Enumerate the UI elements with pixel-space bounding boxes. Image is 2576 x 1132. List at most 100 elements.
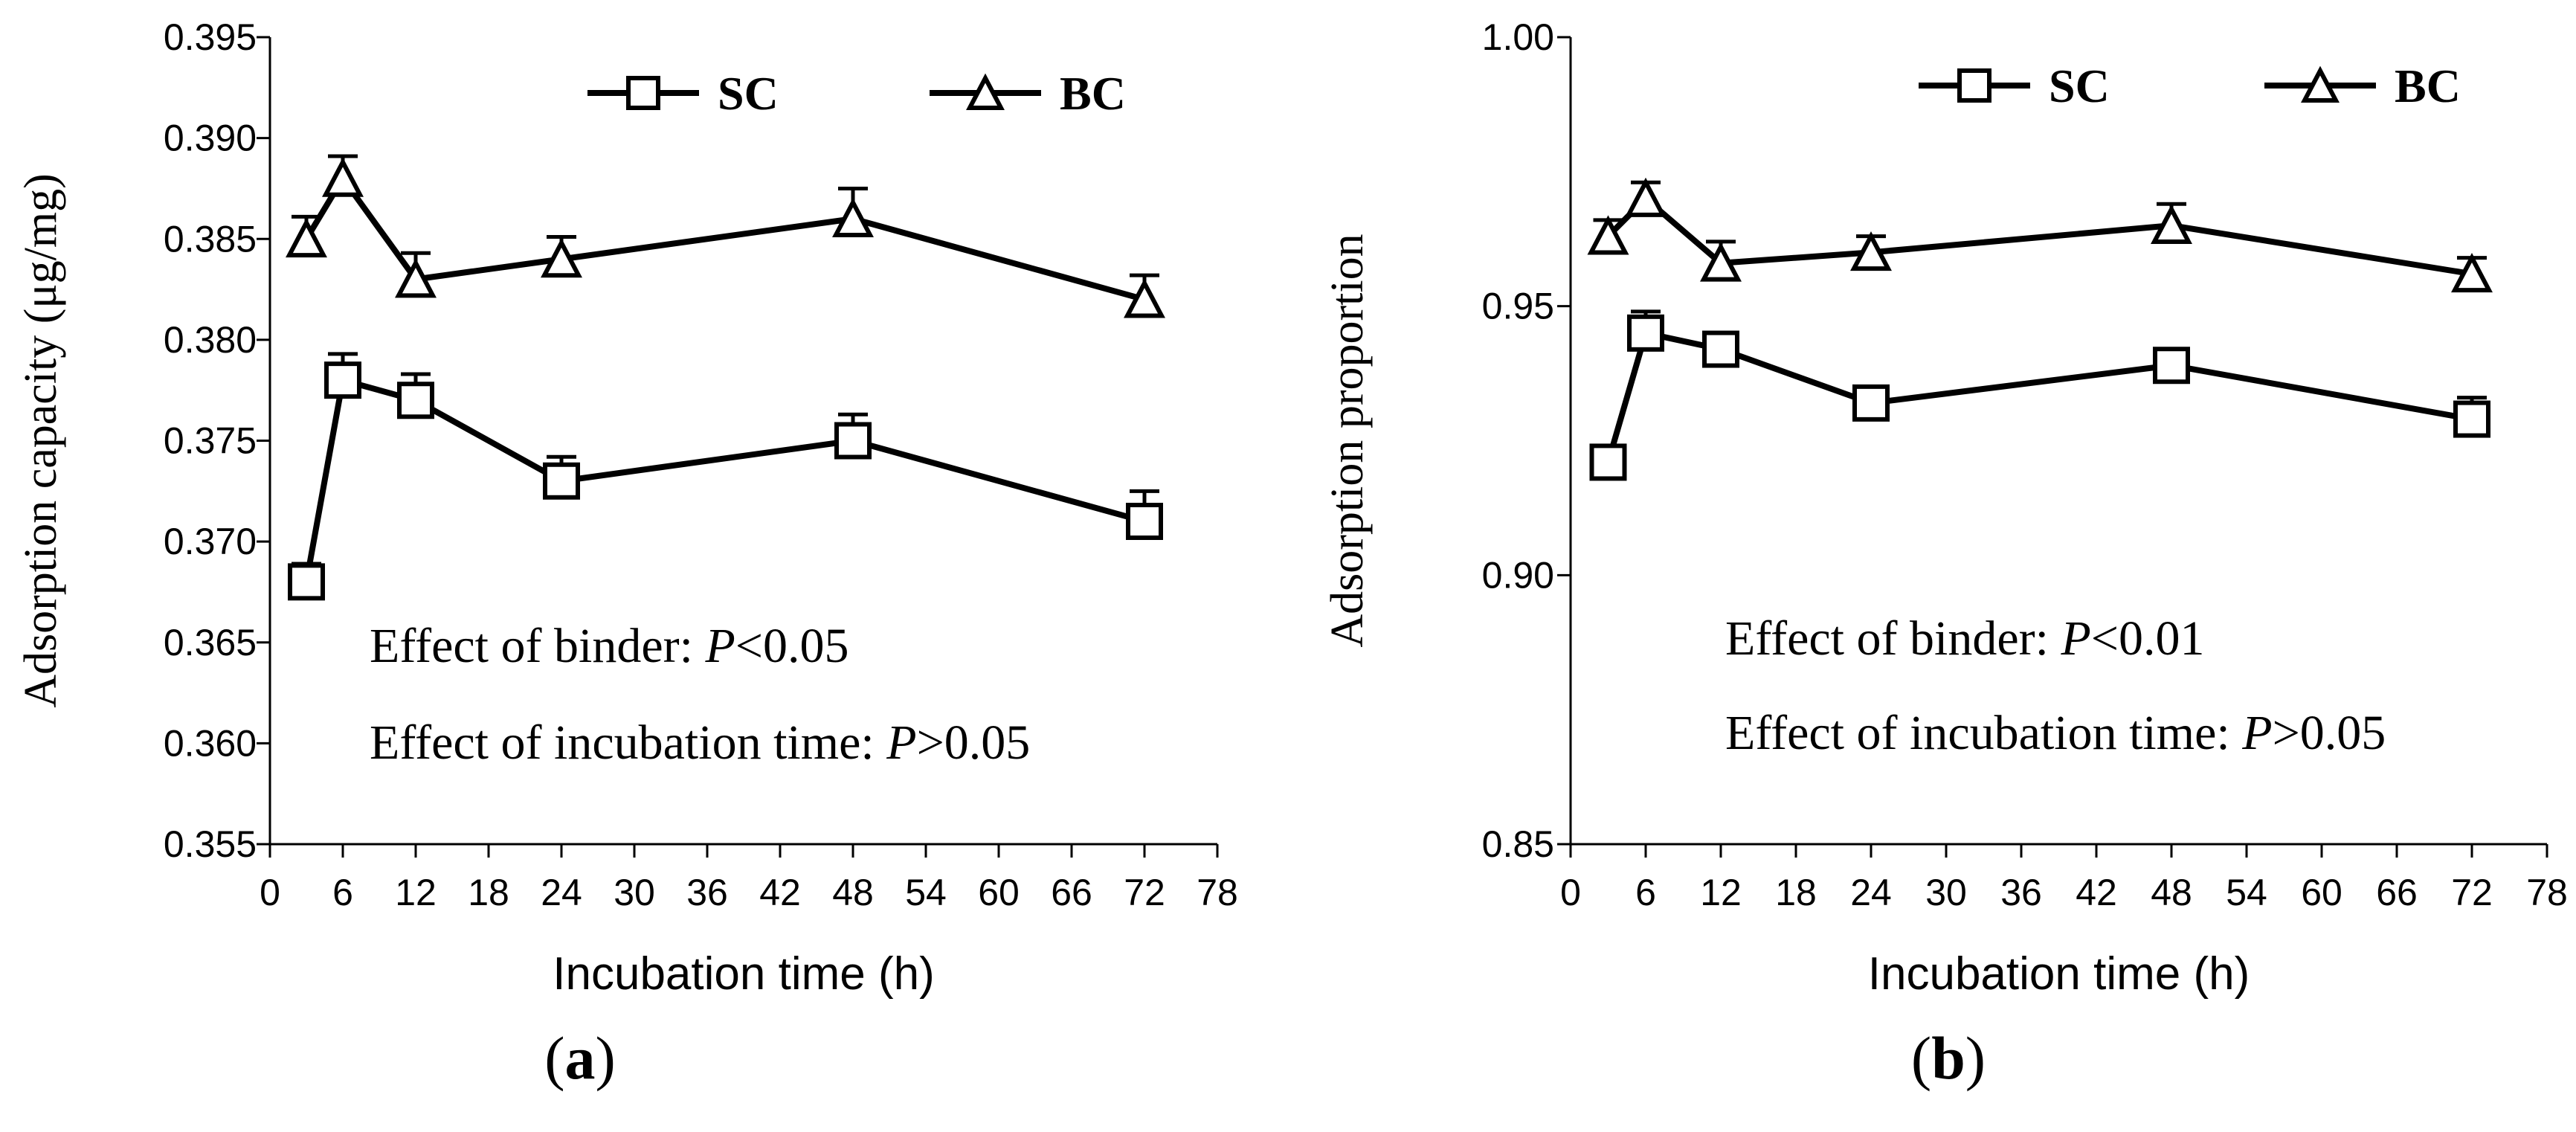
annotation-text: Effect of incubation time: P>0.05 — [370, 715, 1030, 770]
x-tick-label: 6 — [1635, 872, 1656, 913]
x-tick-label: 6 — [332, 872, 353, 913]
x-tick-label: 42 — [759, 872, 801, 913]
x-tick-label: 54 — [905, 872, 947, 913]
y-tick-label: 0.375 — [164, 420, 257, 462]
x-tick-label: 66 — [1051, 872, 1092, 913]
x-tick-label: 78 — [1197, 872, 1238, 913]
x-tick-label: 72 — [2451, 872, 2493, 913]
annotation-label: Effect of incubation time: — [1725, 706, 2242, 760]
annotation-value: >0.05 — [2273, 706, 2386, 760]
data-point-sc — [2453, 400, 2490, 438]
x-tick-label: 54 — [2226, 872, 2267, 913]
panel-paren-open: ( — [1911, 1024, 1931, 1092]
data-point-sc — [1702, 330, 1739, 368]
y-tick-label: 0.365 — [164, 622, 257, 663]
legend-label: SC — [2049, 60, 2110, 112]
panel-letter: b — [1931, 1024, 1965, 1092]
data-point-bc — [286, 217, 327, 258]
x-tick-label: 12 — [395, 872, 437, 913]
annotation-text: Effect of binder: P<0.05 — [370, 619, 849, 673]
x-tick-label: 30 — [1925, 872, 1967, 913]
x-axis-title: Incubation time (h) — [1868, 948, 2250, 1000]
annotation-label: Effect of incubation time: — [370, 715, 886, 770]
data-point-sc — [834, 422, 872, 460]
series-line-sc — [303, 377, 1146, 583]
x-tick-label: 0 — [1560, 872, 1581, 913]
x-tick-label: 12 — [1700, 872, 1742, 913]
series-line-sc — [1605, 329, 2473, 463]
x-tick-label: 60 — [978, 872, 1020, 913]
panel-paren-open: ( — [544, 1024, 564, 1092]
data-point-bc — [2451, 252, 2493, 293]
annotation-value: >0.05 — [917, 715, 1031, 770]
data-point-bc — [2151, 204, 2192, 245]
x-axis-title: Incubation time (h) — [553, 948, 934, 1000]
chart-panel-b: 0.85 0.90 0.95 1.00 0 6 12 18 24 30 36 42 48 54 60 66 72… — [1322, 16, 2568, 1092]
x-tick-label: 24 — [1850, 872, 1892, 913]
x-tick-label: 36 — [2000, 872, 2042, 913]
panel-paren-close: ) — [596, 1024, 616, 1092]
x-tick-label: 24 — [541, 872, 582, 913]
data-point-bc — [322, 157, 364, 197]
data-point-bc — [832, 197, 874, 237]
x-tick-label: 30 — [614, 872, 655, 913]
data-point-sc — [288, 563, 325, 601]
annotation-value: <0.05 — [735, 619, 849, 673]
annotation-p: P — [2241, 706, 2272, 760]
legend-label: BC — [1060, 67, 1126, 120]
y-tick-label: 0.95 — [1482, 286, 1554, 327]
legend-marker-triangle — [966, 73, 1005, 110]
annotation-text: Effect of binder: P<0.01 — [1725, 611, 2205, 666]
data-point-bc — [1587, 215, 1629, 255]
data-point-sc — [543, 462, 580, 500]
legend-entry-sc: SC — [1919, 60, 2110, 112]
data-point-bc — [1850, 231, 1892, 271]
y-tick-label: 0.355 — [164, 823, 257, 865]
x-tick-label: 0 — [260, 872, 280, 913]
y-axis-title: Adsorption capacity (μg/mg) — [16, 173, 66, 708]
legend-entry-bc: BC — [930, 67, 1126, 120]
annotation-p: P — [886, 715, 916, 770]
data-point-bc — [1625, 177, 1667, 217]
legend-entry-sc: SC — [587, 67, 779, 120]
y-tick-label: 0.370 — [164, 521, 257, 562]
series-bc — [286, 154, 1165, 318]
y-tick-label: 0.360 — [164, 722, 257, 764]
series-line-bc — [303, 175, 1146, 303]
y-tick-label: 0.390 — [164, 118, 257, 159]
x-tick-label: 42 — [2076, 872, 2117, 913]
annotation-text: Effect of incubation time: P>0.05 — [1725, 706, 2386, 760]
x-tick-label: 48 — [832, 872, 874, 913]
data-point-sc — [2153, 347, 2190, 385]
y-tick-label: 0.380 — [164, 319, 257, 361]
y-tick-label: 0.395 — [164, 16, 257, 58]
data-point-sc — [1852, 384, 1890, 422]
y-tick-label: 0.385 — [164, 218, 257, 260]
x-tick-label: 18 — [1775, 872, 1817, 913]
x-tick-label: 78 — [2526, 872, 2568, 913]
series-sc — [1589, 309, 2490, 481]
annotation-value: <0.01 — [2091, 611, 2205, 666]
legend-label: SC — [718, 67, 779, 120]
legend-marker-square — [626, 76, 660, 110]
legend-label: BC — [2395, 60, 2461, 112]
x-tick-label: 48 — [2151, 872, 2192, 913]
panel-label: (a) — [544, 1024, 616, 1092]
annotation-label: Effect of binder: — [370, 619, 705, 673]
series-sc — [288, 352, 1163, 601]
data-point-bc — [541, 238, 582, 278]
panel-label: (b) — [1911, 1024, 1986, 1092]
panel-paren-close: ) — [1965, 1024, 1986, 1092]
data-point-sc — [1126, 503, 1163, 540]
legend-marker-square — [1957, 68, 1991, 103]
annotation-p: P — [2060, 611, 2090, 666]
data-point-bc — [1700, 242, 1742, 282]
y-tick-label: 0.85 — [1482, 823, 1554, 865]
chart-panel-a: 0.355 0.360 0.365 0.370 0.375 0.380 0.385 0.390… — [16, 16, 1238, 1092]
x-tick-label: 18 — [468, 872, 509, 913]
legend-marker-triangle — [2301, 65, 2340, 103]
data-point-bc — [1124, 278, 1165, 318]
x-tick-label: 60 — [2301, 872, 2342, 913]
data-point-sc — [1627, 314, 1664, 352]
